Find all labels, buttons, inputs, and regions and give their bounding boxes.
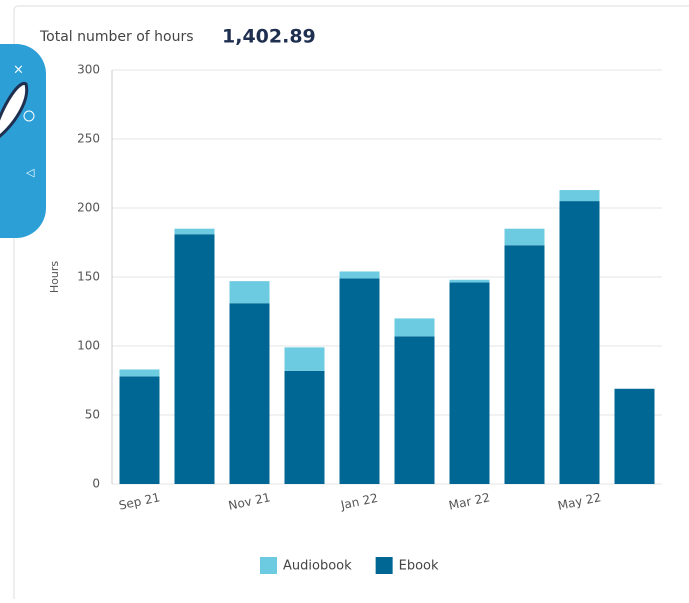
- bar-segment: [559, 201, 600, 484]
- bar-segment: [614, 388, 655, 484]
- y-axis-label: Hours: [48, 261, 61, 293]
- bar-segment: [339, 278, 380, 484]
- bar-segment: [229, 303, 270, 484]
- bar-segment: [559, 190, 600, 202]
- bar-segment: [284, 347, 325, 371]
- bar-segment: [504, 245, 545, 484]
- bar-segment: [119, 376, 160, 484]
- bar-segment: [504, 228, 545, 246]
- bar-segment: [174, 234, 215, 484]
- y-tick-label: 50: [85, 408, 100, 422]
- y-tick-label: 250: [77, 132, 100, 146]
- total: 1,402.89: [222, 26, 316, 48]
- bar-segment: [119, 369, 160, 377]
- bar-segment: [449, 279, 490, 283]
- bar-segment: [284, 370, 325, 484]
- legend-label: Ebook: [399, 559, 439, 574]
- bar-segment: [339, 271, 380, 279]
- bar-segment: [229, 281, 270, 304]
- y-tick-label: 200: [77, 201, 100, 215]
- bar-segment: [394, 336, 435, 484]
- legend-label: Audiobook: [283, 559, 352, 574]
- chart-title: Total number of hours: [39, 29, 194, 45]
- bar-segment: [449, 282, 490, 484]
- y-tick-label: 0: [92, 477, 100, 491]
- y-tick-label: 300: [77, 63, 100, 77]
- svg-text:◁: ◁: [26, 166, 35, 179]
- y-tick-label: 100: [77, 339, 100, 353]
- y-tick-label: 150: [77, 270, 100, 284]
- bar-segment: [394, 318, 435, 337]
- svg-text:×: ×: [13, 63, 24, 78]
- illustration: × ◁: [0, 44, 46, 238]
- legend-swatch: [375, 557, 393, 574]
- bar-segment: [174, 228, 215, 235]
- legend-swatch: [260, 557, 277, 574]
